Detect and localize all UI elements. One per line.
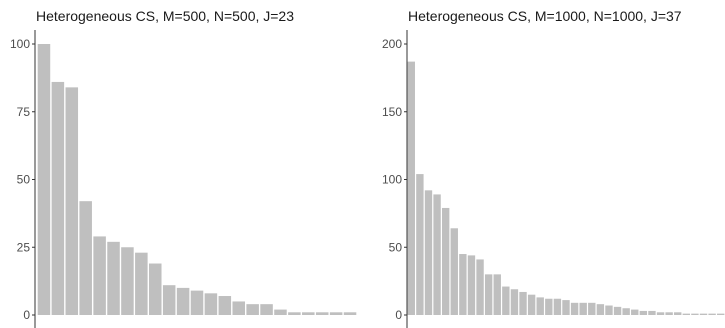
- bar: [605, 305, 613, 315]
- bar: [107, 241, 120, 315]
- y-tick-label: 0: [23, 308, 30, 322]
- bar: [288, 312, 301, 315]
- bar: [302, 312, 315, 315]
- bar: [476, 259, 484, 315]
- bar: [674, 312, 682, 315]
- bar: [232, 301, 245, 315]
- bar: [579, 302, 587, 315]
- bar: [190, 290, 204, 315]
- bar: [613, 306, 622, 315]
- bar: [450, 228, 458, 315]
- bar: [260, 304, 273, 315]
- bar: [343, 312, 357, 315]
- bar: [527, 294, 536, 315]
- bar: [121, 247, 134, 315]
- bar: [204, 293, 218, 315]
- bar: [37, 44, 51, 315]
- bar: [162, 285, 176, 315]
- y-tick-label: 150: [382, 105, 402, 119]
- bar: [717, 313, 725, 315]
- bar: [315, 312, 329, 315]
- y-tick-label: 200: [382, 37, 402, 51]
- bar: [545, 298, 553, 315]
- bar: [407, 61, 415, 315]
- bar: [596, 304, 605, 315]
- bar: [682, 313, 691, 315]
- bar: [135, 252, 148, 315]
- bar: [622, 308, 630, 315]
- bar: [588, 302, 596, 315]
- bar: [639, 310, 648, 315]
- bar: [570, 302, 579, 315]
- bar: [562, 300, 570, 315]
- y-tick-label: 100: [382, 173, 402, 187]
- bar-chart-right: 0 50 100 150 200: [382, 30, 725, 328]
- bar: [441, 207, 450, 315]
- bar: [708, 313, 716, 315]
- bar: [246, 304, 259, 315]
- bar: [648, 310, 656, 315]
- bar: [699, 313, 708, 315]
- bar-chart-left: 0 25 50 75 100: [10, 30, 357, 328]
- bar: [329, 312, 343, 315]
- y-tick-label: 50: [17, 173, 31, 187]
- y-tick-label: 50: [389, 240, 403, 254]
- bar: [433, 194, 441, 315]
- bar: [79, 201, 92, 315]
- bar: [502, 286, 510, 315]
- bar: [519, 291, 527, 315]
- bar: [510, 289, 519, 315]
- y-tick-label: 0: [395, 308, 402, 322]
- y-tick-label: 25: [17, 240, 31, 254]
- bar: [656, 312, 665, 315]
- bar: [149, 263, 162, 315]
- bar: [274, 309, 287, 315]
- bar: [536, 297, 544, 315]
- bar: [553, 298, 562, 315]
- bar: [691, 313, 699, 315]
- y-tick-label: 75: [17, 105, 31, 119]
- bar: [665, 312, 673, 315]
- bar: [424, 190, 433, 315]
- bar: [467, 255, 476, 315]
- bar: [51, 81, 65, 315]
- bar: [93, 236, 106, 315]
- chart-panel-right: Heterogeneous CS, M=1000, N=1000, J=37 0…: [362, 0, 725, 328]
- bar: [65, 87, 79, 315]
- bar: [484, 274, 493, 315]
- bar: [493, 274, 501, 315]
- bar: [176, 287, 190, 315]
- y-tick-label: 100: [10, 37, 30, 51]
- chart-panel-left: Heterogeneous CS, M=500, N=500, J=23 0 25…: [0, 0, 362, 328]
- bar: [631, 309, 639, 315]
- chart-title: Heterogeneous CS, M=1000, N=1000, J=37: [408, 8, 682, 24]
- bar: [416, 174, 424, 315]
- bar: [218, 296, 232, 315]
- chart-title: Heterogeneous CS, M=500, N=500, J=23: [36, 8, 295, 24]
- bar: [459, 254, 467, 315]
